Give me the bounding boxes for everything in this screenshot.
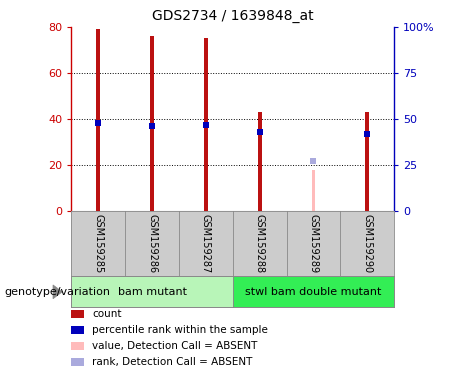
Text: genotype/variation: genotype/variation bbox=[5, 287, 111, 297]
Text: value, Detection Call = ABSENT: value, Detection Call = ABSENT bbox=[92, 341, 258, 351]
Title: GDS2734 / 1639848_at: GDS2734 / 1639848_at bbox=[152, 9, 313, 23]
Bar bbox=[204, 38, 208, 211]
Text: GSM159287: GSM159287 bbox=[201, 214, 211, 273]
Bar bbox=[71, 276, 233, 307]
Text: GSM159285: GSM159285 bbox=[93, 214, 103, 273]
Text: count: count bbox=[92, 309, 122, 319]
Text: bam mutant: bam mutant bbox=[118, 287, 187, 297]
Text: percentile rank within the sample: percentile rank within the sample bbox=[92, 325, 268, 335]
Bar bbox=[366, 112, 369, 211]
Text: GSM159286: GSM159286 bbox=[147, 214, 157, 273]
Text: GSM159289: GSM159289 bbox=[308, 214, 319, 273]
Text: stwl bam double mutant: stwl bam double mutant bbox=[245, 287, 382, 297]
Text: rank, Detection Call = ABSENT: rank, Detection Call = ABSENT bbox=[92, 357, 253, 367]
Text: GSM159290: GSM159290 bbox=[362, 214, 372, 273]
Bar bbox=[312, 170, 315, 211]
Bar bbox=[258, 112, 261, 211]
Bar bbox=[150, 36, 154, 211]
Text: GSM159288: GSM159288 bbox=[254, 214, 265, 273]
Bar bbox=[96, 29, 100, 211]
Bar bbox=[233, 276, 394, 307]
